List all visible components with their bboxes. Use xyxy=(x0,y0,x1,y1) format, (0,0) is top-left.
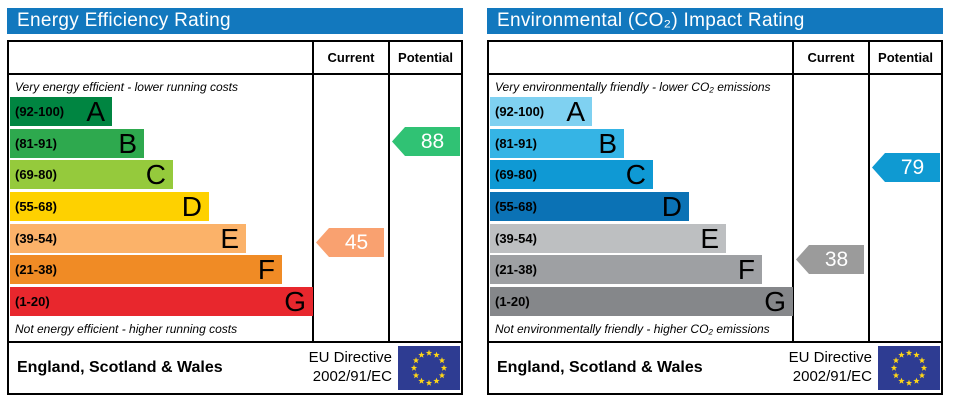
band-letter: E xyxy=(700,222,719,254)
band-range: (1-20) xyxy=(495,294,530,309)
band-letter: A xyxy=(86,95,105,127)
band-g: (1-20) G xyxy=(490,287,793,316)
band-letter: F xyxy=(257,253,275,285)
current-rating-arrow: 38 xyxy=(796,245,864,274)
band-range: (69-80) xyxy=(15,167,57,182)
panel-title: Environmental (CO₂) Impact Rating xyxy=(487,8,943,34)
band-b: (81-91) B xyxy=(10,129,144,158)
band-c: (69-80) C xyxy=(490,160,653,189)
band-c: (69-80) C xyxy=(10,160,173,189)
current-column-header: Current xyxy=(327,50,375,65)
band-letter: A xyxy=(566,95,585,127)
band-range: (92-100) xyxy=(495,104,545,119)
row-divider xyxy=(489,73,941,75)
band-d: (55-68) D xyxy=(490,192,689,221)
eu-directive-line2: 2002/91/EC xyxy=(792,368,872,385)
row-divider xyxy=(9,341,461,343)
region-label: England, Scotland & Wales xyxy=(17,359,223,376)
band-a: (92-100) A xyxy=(10,97,112,126)
column-divider xyxy=(792,42,794,341)
band-f: (21-38) F xyxy=(10,255,282,284)
band-a: (92-100) A xyxy=(490,97,592,126)
eu-directive-label: EU Directive 2002/91/EC xyxy=(789,349,872,387)
potential-rating-arrow: 79 xyxy=(872,153,940,182)
band-letter: E xyxy=(220,222,239,254)
band-e: (39-54) E xyxy=(10,224,246,253)
band-f: (21-38) F xyxy=(490,255,762,284)
band-e: (39-54) E xyxy=(490,224,726,253)
footer-row: England, Scotland & Wales EU Directive 2… xyxy=(489,343,941,393)
band-range: (81-91) xyxy=(15,136,57,151)
band-range: (81-91) xyxy=(495,136,537,151)
band-letter: D xyxy=(181,190,202,222)
eu-directive-line1: EU Directive xyxy=(788,349,872,367)
band-g: (1-20) G xyxy=(10,287,313,316)
band-range: (39-54) xyxy=(15,231,57,246)
rating-chart: Current Potential Very environmentally f… xyxy=(487,40,943,395)
band-range: (55-68) xyxy=(495,199,537,214)
row-divider xyxy=(9,73,461,75)
column-divider xyxy=(312,42,314,341)
eu-directive-line1: EU Directive xyxy=(308,349,392,367)
column-divider xyxy=(868,42,870,341)
potential-column-header: Potential xyxy=(398,50,453,65)
eu-directive-label: EU Directive 2002/91/EC xyxy=(309,349,392,387)
band-letter: G xyxy=(284,285,306,317)
band-range: (1-20) xyxy=(15,294,50,309)
band-range: (21-38) xyxy=(15,262,57,277)
band-range: (92-100) xyxy=(15,104,65,119)
row-divider xyxy=(489,341,941,343)
rating-chart: Current Potential Very energy efficient … xyxy=(7,40,463,395)
band-letter: C xyxy=(145,158,166,190)
potential-column-header: Potential xyxy=(878,50,933,65)
bottom-note: Not energy efficient - higher running co… xyxy=(15,322,238,336)
footer-row: England, Scotland & Wales EU Directive 2… xyxy=(9,343,461,393)
band-b: (81-91) B xyxy=(490,129,624,158)
band-letter: D xyxy=(661,190,682,222)
eu-flag-icon xyxy=(398,346,460,390)
band-letter: B xyxy=(118,127,137,159)
current-column-header: Current xyxy=(807,50,855,65)
panel-title: Energy Efficiency Rating xyxy=(7,8,463,34)
band-range: (55-68) xyxy=(15,199,57,214)
band-letter: F xyxy=(737,253,755,285)
potential-rating-arrow: 88 xyxy=(392,127,460,156)
band-range: (21-38) xyxy=(495,262,537,277)
band-letter: B xyxy=(598,127,617,159)
energy-efficiency-panel: Energy Efficiency Rating Current Potenti… xyxy=(7,8,463,395)
band-letter: C xyxy=(625,158,646,190)
bottom-note: Not environmentally friendly - higher CO… xyxy=(495,322,770,336)
environmental-impact-panel: Environmental (CO₂) Impact Rating Curren… xyxy=(487,8,943,395)
band-range: (69-80) xyxy=(495,167,537,182)
band-d: (55-68) D xyxy=(10,192,209,221)
eu-flag-icon xyxy=(878,346,940,390)
band-range: (39-54) xyxy=(495,231,537,246)
band-letter: G xyxy=(764,285,786,317)
region-label: England, Scotland & Wales xyxy=(497,359,703,376)
current-rating-arrow: 45 xyxy=(316,228,384,257)
column-divider xyxy=(388,42,390,341)
eu-directive-line2: 2002/91/EC xyxy=(312,368,392,385)
top-note: Very energy efficient - lower running co… xyxy=(15,80,238,94)
top-note: Very environmentally friendly - lower CO… xyxy=(495,80,771,94)
